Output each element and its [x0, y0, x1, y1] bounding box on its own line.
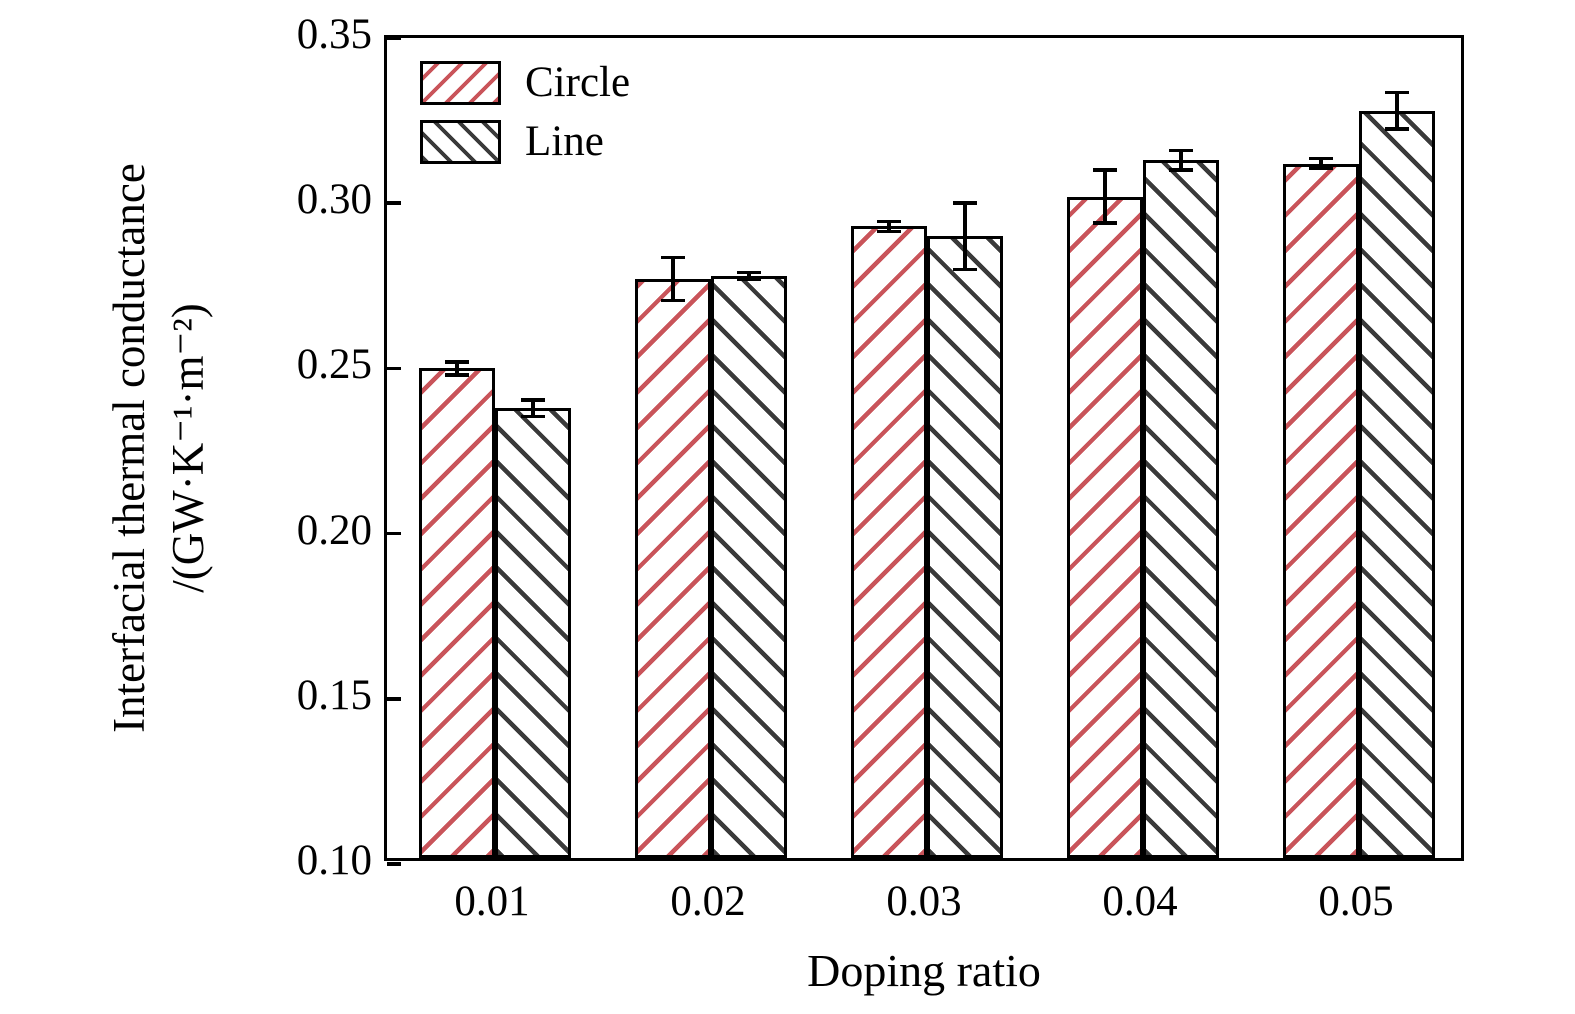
error-bar-cap — [877, 219, 901, 224]
plot-area: Circle Line — [384, 35, 1464, 866]
y-tick-mark-0.15 — [387, 697, 401, 701]
bar-line-0.01 — [495, 408, 571, 858]
error-bar-cap — [737, 277, 761, 281]
y-tick-mark-0.20 — [387, 531, 401, 536]
bar-circle-0.05 — [1283, 163, 1359, 858]
y-tick-label-0.25: 0.25 — [296, 341, 372, 389]
error-bar-cap — [445, 373, 469, 377]
error-bar-line-0.04 — [1179, 150, 1183, 171]
legend-item-line: Line — [420, 120, 630, 164]
x-tick-label-0.02: 0.02 — [670, 878, 746, 925]
error-bar-line-0.05 — [1395, 92, 1399, 129]
y-tick-mark-0.10 — [387, 862, 401, 866]
error-bar-cap — [877, 229, 901, 234]
error-bar-cap — [521, 414, 545, 419]
bar-line-0.02 — [711, 275, 787, 858]
error-bar-cap — [445, 360, 469, 364]
error-bar-circle-0.02 — [671, 257, 675, 301]
y-tick-label-0.30: 0.30 — [296, 176, 372, 224]
y-tick-label-0.10: 0.10 — [296, 837, 372, 884]
legend-item-circle: Circle — [420, 61, 630, 105]
error-bar-cap — [1309, 156, 1333, 161]
error-bar-cap — [521, 398, 545, 402]
legend-label-circle: Circle — [525, 59, 631, 106]
error-bar-cap — [1169, 148, 1193, 153]
legend-swatch-line — [420, 120, 501, 164]
error-bar-circle-0.05 — [1319, 158, 1323, 169]
bar-line-0.05 — [1359, 110, 1435, 858]
y-tick-mark-0.35 — [387, 36, 401, 40]
y-tick-label-0.35: 0.35 — [296, 11, 372, 58]
error-bar-cap — [1093, 221, 1117, 225]
error-bar-cap — [737, 270, 761, 275]
bar-circle-0.04 — [1067, 196, 1143, 858]
bar-line-0.03 — [927, 236, 1003, 858]
error-bar-cap — [661, 255, 685, 260]
error-bar-line-0.02 — [747, 272, 751, 280]
error-bar-line-0.03 — [963, 203, 967, 270]
error-bar-cap — [1385, 127, 1409, 131]
error-bar-cap — [661, 298, 685, 303]
legend: Circle Line — [420, 61, 630, 164]
error-bar-cap — [953, 267, 977, 272]
bar-circle-0.02 — [635, 279, 711, 858]
error-bar-cap — [1169, 168, 1193, 172]
x-tick-label-0.05: 0.05 — [1318, 878, 1394, 925]
legend-label-line: Line — [525, 118, 604, 165]
x-tick-label-0.03: 0.03 — [886, 878, 962, 925]
y-tick-mark-0.25 — [387, 366, 401, 371]
error-bar-line-0.01 — [531, 399, 535, 417]
bar-circle-0.01 — [419, 368, 495, 858]
error-bar-cap — [1309, 166, 1333, 171]
legend-swatch-circle — [420, 61, 501, 105]
error-bar-circle-0.04 — [1103, 170, 1107, 224]
error-bar-cap — [1093, 168, 1117, 172]
x-tick-label-0.04: 0.04 — [1102, 878, 1178, 925]
x-tick-label-0.01: 0.01 — [454, 878, 530, 925]
error-bar-cap — [1385, 90, 1409, 95]
error-bar-circle-0.03 — [887, 221, 891, 232]
y-tick-label-0.15: 0.15 — [296, 671, 372, 719]
error-bar-cap — [953, 201, 977, 205]
y-tick-mark-0.30 — [387, 201, 401, 205]
bar-circle-0.03 — [851, 226, 927, 858]
y-tick-label-0.20: 0.20 — [296, 506, 372, 554]
bar-line-0.04 — [1143, 160, 1219, 858]
error-bar-circle-0.01 — [455, 361, 459, 375]
x-axis-title: Doping ratio — [807, 945, 1041, 996]
